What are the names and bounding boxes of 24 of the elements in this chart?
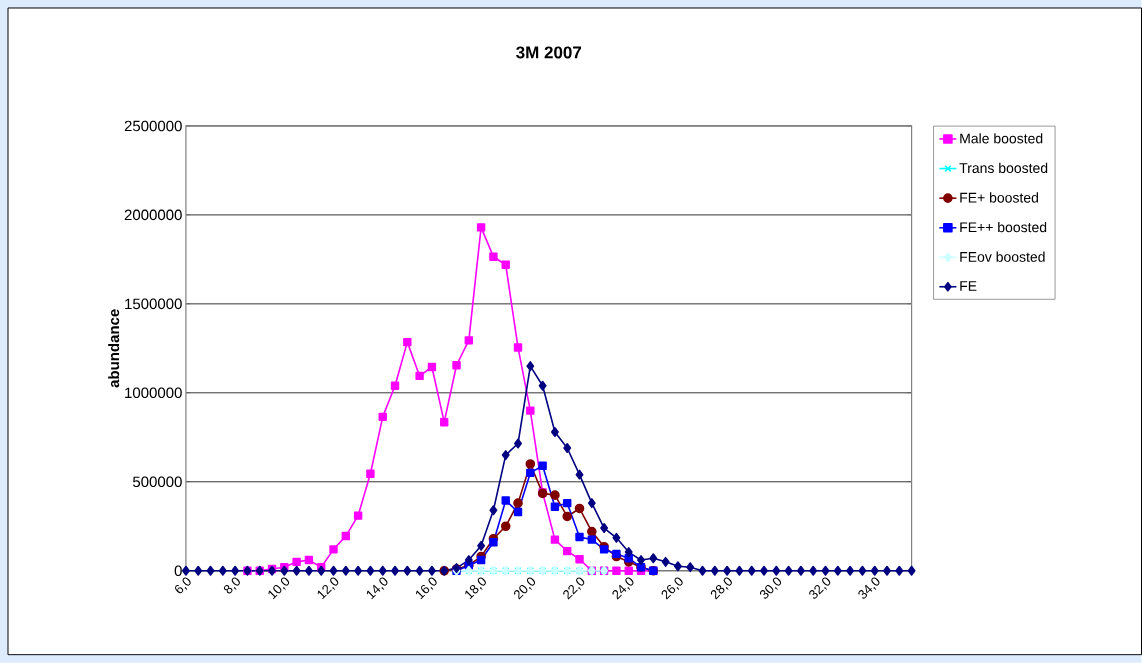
y-tick-label: 2500000 bbox=[124, 120, 182, 132]
legend-label: FE bbox=[960, 281, 977, 291]
legend-label: FEov boosted bbox=[960, 251, 1045, 262]
x-tick-label: 32,0 bbox=[809, 577, 831, 599]
y-tick-label: 2000000 bbox=[124, 209, 182, 221]
y-tick-label: 1500000 bbox=[125, 298, 182, 310]
chart-title: 3M 2007 bbox=[516, 46, 582, 59]
legend-label: FE+ boosted bbox=[960, 192, 1038, 203]
x-tick-label: 10,0 bbox=[268, 577, 290, 600]
legend-label: Trans boosted bbox=[959, 162, 1048, 174]
legend-label: FE++ boosted bbox=[960, 222, 1047, 233]
x-tick-label: 12,0 bbox=[317, 577, 339, 600]
y-tick-label: 500000 bbox=[132, 476, 182, 488]
y-axis-title: abundance bbox=[108, 309, 120, 388]
y-tick-label: 0 bbox=[174, 565, 182, 577]
x-tick-label: 6,0 bbox=[175, 577, 191, 594]
x-tick-label: 34,0 bbox=[858, 577, 880, 599]
x-tick-label: 14,0 bbox=[366, 577, 388, 600]
legend-label: Male boosted bbox=[960, 133, 1043, 144]
x-tick-label: 8,0 bbox=[223, 577, 240, 594]
x-tick-label: 18,0 bbox=[465, 577, 486, 600]
x-tick-label: 30,0 bbox=[759, 577, 782, 599]
x-tick-label: 16,0 bbox=[416, 577, 437, 600]
y-tick-label: 1000000 bbox=[125, 387, 182, 399]
